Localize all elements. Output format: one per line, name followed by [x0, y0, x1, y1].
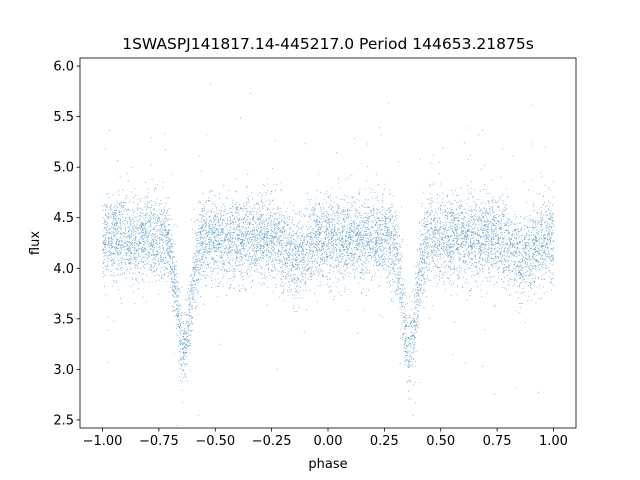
x-tick-label: −0.75 [139, 434, 179, 449]
x-tick-label: −0.50 [195, 434, 235, 449]
x-axis-label: phase [308, 457, 347, 472]
x-tick-label: 0.50 [426, 434, 455, 449]
data-points [102, 83, 555, 426]
y-tick-label: 4.0 [53, 262, 74, 277]
y-axis: 2.5 3.0 3.5 4.0 4.5 5.0 5.5 6.0 [53, 60, 80, 428]
x-tick-label: 0.75 [483, 434, 512, 449]
y-tick-label: 3.5 [53, 312, 74, 327]
x-tick-label: −1.00 [83, 434, 123, 449]
x-tick-label: 0.00 [314, 434, 343, 449]
x-tick-label: 1.00 [539, 434, 568, 449]
y-tick-label: 5.0 [53, 161, 74, 176]
x-tick-label: −0.25 [252, 434, 292, 449]
y-tick-label: 6.0 [53, 60, 74, 75]
y-tick-label: 2.5 [53, 413, 74, 428]
y-tick-label: 4.5 [53, 211, 74, 226]
y-axis-label: flux [28, 231, 43, 255]
chart-title: 1SWASPJ141817.14-445217.0 Period 144653.… [122, 35, 534, 53]
x-tick-label: 0.25 [370, 434, 399, 449]
x-axis: −1.00 −0.75 −0.50 −0.25 0.00 0.25 0.50 0.75 1.00 [83, 428, 568, 449]
y-tick-label: 3.0 [53, 363, 74, 378]
flux-points [102, 83, 555, 426]
y-tick-label: 5.5 [53, 110, 74, 125]
